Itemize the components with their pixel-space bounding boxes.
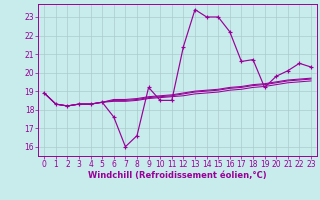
X-axis label: Windchill (Refroidissement éolien,°C): Windchill (Refroidissement éolien,°C) bbox=[88, 171, 267, 180]
